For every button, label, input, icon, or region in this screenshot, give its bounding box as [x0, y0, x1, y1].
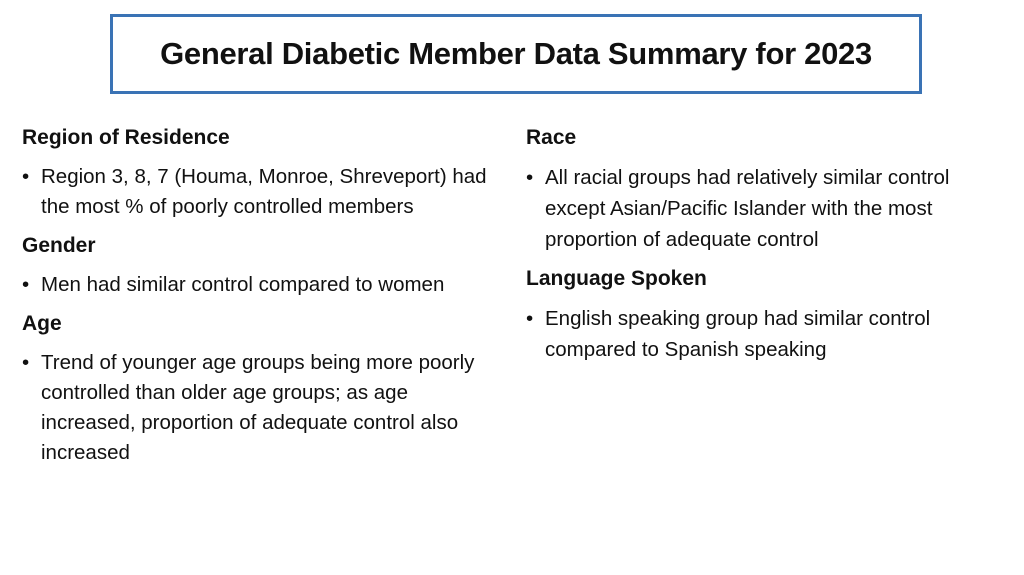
- region-bullet-list: Region 3, 8, 7 (Houma, Monroe, Shrevepor…: [22, 162, 502, 222]
- age-bullet-list: Trend of younger age groups being more p…: [22, 348, 502, 468]
- heading-region-of-residence: Region of Residence: [22, 126, 230, 149]
- region-bullet: Region 3, 8, 7 (Houma, Monroe, Shrevepor…: [22, 162, 502, 222]
- gender-bullet-list: Men had similar control compared to wome…: [22, 270, 502, 300]
- race-bullet: All racial groups had relatively similar…: [526, 162, 996, 255]
- age-bullet: Trend of younger age groups being more p…: [22, 348, 502, 468]
- title-box: General Diabetic Member Data Summary for…: [110, 14, 922, 94]
- left-column: Region of Residence Region 3, 8, 7 (Houm…: [22, 124, 502, 478]
- heading-age: Age: [22, 312, 62, 335]
- gender-bullet: Men had similar control compared to wome…: [22, 270, 502, 300]
- language-bullet-list: English speaking group had similar contr…: [526, 303, 996, 365]
- heading-language-spoken: Language Spoken: [526, 267, 707, 290]
- language-bullet: English speaking group had similar contr…: [526, 303, 996, 365]
- right-column: Race All racial groups had relatively si…: [526, 124, 996, 375]
- slide-title: General Diabetic Member Data Summary for…: [160, 36, 872, 71]
- heading-race: Race: [526, 126, 577, 149]
- heading-gender: Gender: [22, 234, 96, 257]
- race-bullet-list: All racial groups had relatively similar…: [526, 162, 996, 255]
